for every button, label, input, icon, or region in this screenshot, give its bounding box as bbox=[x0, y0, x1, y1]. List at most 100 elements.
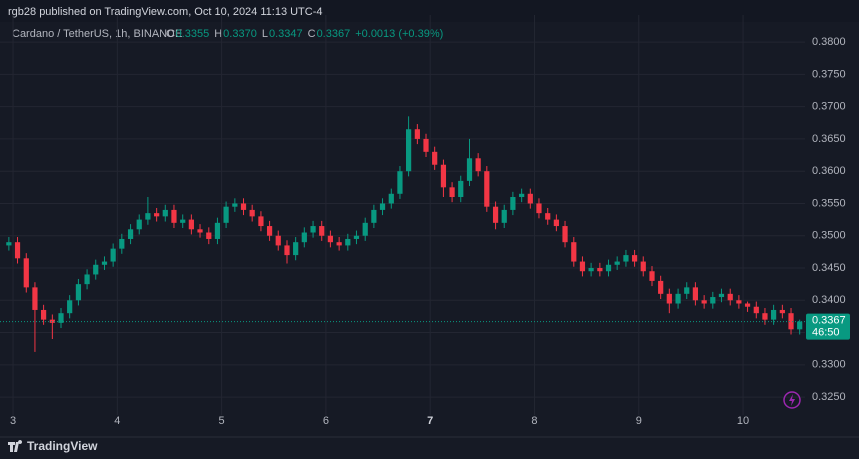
candle-body bbox=[536, 203, 542, 214]
candle-body bbox=[710, 297, 716, 304]
x-tick-label: 4 bbox=[114, 415, 120, 427]
candle-body bbox=[771, 309, 777, 320]
ohlc-legend: O 0.3355 H 0.3370 L 0.3347 C 0.3367 +0.0013 (+0.… bbox=[166, 28, 443, 40]
candle-body bbox=[432, 151, 438, 165]
y-tick-label: 0.3650 bbox=[812, 133, 846, 145]
last-price-tag bbox=[806, 313, 850, 340]
candle-body bbox=[266, 226, 273, 236]
candle-body bbox=[545, 213, 551, 220]
candle-body bbox=[258, 216, 264, 227]
candle-body bbox=[162, 209, 168, 217]
candle-body bbox=[466, 158, 473, 181]
candle-body bbox=[379, 203, 386, 210]
y-tick-label: 0.3250 bbox=[812, 391, 846, 403]
x-tick-label: 3 bbox=[10, 415, 16, 427]
candle-body bbox=[127, 229, 134, 239]
candle-body bbox=[197, 229, 203, 233]
candle-body bbox=[658, 280, 664, 294]
candle-body bbox=[475, 158, 481, 172]
candle-body bbox=[718, 293, 725, 298]
candle-body bbox=[571, 242, 577, 262]
candle-body bbox=[614, 261, 620, 265]
candle-body bbox=[736, 300, 742, 304]
candle-body bbox=[388, 193, 394, 204]
candle-body bbox=[553, 219, 559, 227]
candle-body bbox=[684, 287, 690, 294]
y-tick-label: 0.3450 bbox=[812, 262, 846, 274]
candle-body bbox=[649, 271, 655, 281]
candle-body bbox=[640, 261, 646, 272]
legend-high-label: H bbox=[214, 28, 222, 40]
symbol: Cardano / TetherUS, 1h, BINANCE bbox=[12, 28, 182, 40]
legend-low: 0.3347 bbox=[269, 28, 303, 40]
x-tick-label: 8 bbox=[531, 415, 537, 427]
candle-body bbox=[405, 129, 412, 172]
candle-body bbox=[588, 268, 594, 272]
candle-body bbox=[75, 284, 82, 301]
y-tick-label: 0.3750 bbox=[812, 68, 846, 80]
candle-body bbox=[501, 209, 507, 223]
candle-body bbox=[701, 300, 707, 304]
x-tick-label: 5 bbox=[219, 415, 225, 427]
candle-body bbox=[223, 206, 229, 223]
legend-high: 0.3370 bbox=[223, 28, 257, 40]
lightning-icon bbox=[783, 391, 801, 409]
candle-body bbox=[797, 321, 803, 330]
candle-body bbox=[353, 235, 360, 239]
countdown: 46:50 bbox=[812, 326, 840, 338]
candle-body bbox=[597, 268, 603, 272]
candle-body bbox=[6, 242, 12, 246]
candle-body bbox=[519, 193, 525, 198]
candle-body bbox=[579, 261, 586, 272]
candle-body bbox=[397, 171, 403, 194]
candle-body bbox=[275, 235, 281, 246]
candle-body bbox=[319, 226, 325, 236]
candle-body bbox=[154, 213, 160, 217]
candle-body bbox=[40, 309, 47, 320]
candle-body bbox=[371, 209, 377, 223]
last-price-label: 0.3367 bbox=[812, 314, 846, 326]
candle-body bbox=[110, 248, 116, 262]
candle-body bbox=[119, 238, 125, 249]
candle-body bbox=[171, 209, 177, 223]
plot: 0.32500.33000.33500.34000.34500.35000.35… bbox=[0, 15, 850, 427]
candle-body bbox=[362, 222, 368, 236]
candle-body bbox=[293, 242, 299, 256]
candle-body bbox=[23, 258, 29, 288]
candle-body bbox=[440, 164, 447, 188]
candle-body bbox=[84, 274, 90, 285]
y-tick-label: 0.3300 bbox=[812, 359, 846, 371]
candle-body bbox=[58, 313, 64, 323]
y-tick-label: 0.3500 bbox=[812, 230, 846, 242]
candle-body bbox=[345, 238, 351, 246]
legend-open: 0.3355 bbox=[176, 28, 210, 40]
candle-body bbox=[67, 300, 73, 314]
candle-body bbox=[136, 219, 142, 230]
candle-body bbox=[631, 255, 638, 262]
candle-body bbox=[744, 303, 751, 307]
publisher: rgb28 published on TradingView.com, Oct … bbox=[8, 6, 323, 18]
candle-body bbox=[484, 171, 490, 207]
candle-body bbox=[753, 306, 759, 314]
candle-body bbox=[214, 222, 221, 239]
candle-body bbox=[692, 287, 699, 301]
candle-body bbox=[727, 293, 733, 301]
x-tick-label: 10 bbox=[737, 415, 749, 427]
candle-body bbox=[336, 242, 342, 246]
candle-body bbox=[101, 261, 108, 265]
candle-body bbox=[562, 226, 568, 243]
footer-logo bbox=[8, 440, 23, 452]
candle-body bbox=[779, 309, 785, 314]
candle-body bbox=[284, 245, 290, 256]
header-bar bbox=[0, 0, 859, 22]
y-tick-label: 0.3700 bbox=[812, 101, 846, 113]
y-tick-label: 0.3800 bbox=[812, 36, 846, 48]
candle-body bbox=[527, 193, 533, 204]
candle-body bbox=[414, 129, 420, 139]
candle-body bbox=[492, 206, 499, 223]
candle-body bbox=[605, 264, 612, 272]
candle-body bbox=[232, 203, 238, 207]
